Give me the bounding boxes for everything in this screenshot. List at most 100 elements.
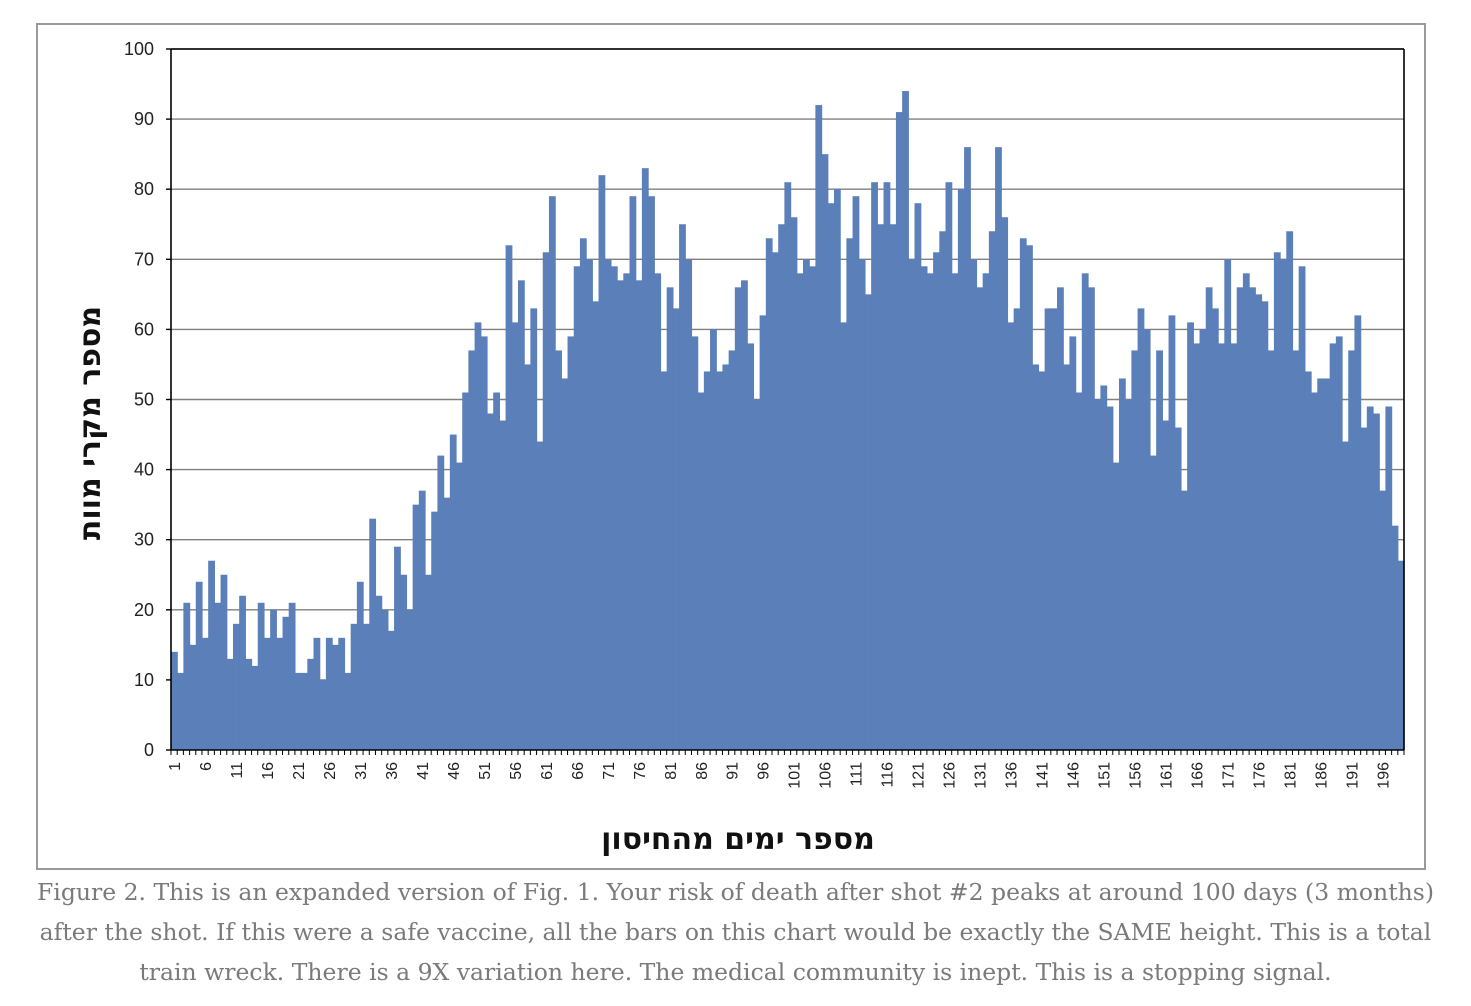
bar <box>1094 399 1101 750</box>
bar <box>1242 273 1250 750</box>
x-tick-label: 186 <box>1313 762 1330 789</box>
bar <box>517 280 525 750</box>
bar <box>201 637 209 750</box>
bar <box>375 595 383 750</box>
x-tick-label: 71 <box>601 762 618 780</box>
bar <box>1273 252 1281 751</box>
bar <box>933 252 940 751</box>
y-tick-label: 80 <box>134 179 154 199</box>
bar <box>443 497 451 750</box>
x-tick-label: 11 <box>229 762 246 779</box>
bar <box>511 322 519 750</box>
y-tick-label: 60 <box>134 319 154 339</box>
bar <box>394 546 401 750</box>
x-tick-label: 106 <box>818 762 835 789</box>
bar <box>387 630 395 750</box>
bar <box>641 168 649 751</box>
x-tick-label: 46 <box>446 762 463 780</box>
bar <box>1354 315 1362 750</box>
bar <box>821 154 829 750</box>
bar <box>524 364 531 750</box>
y-tick-label: 90 <box>134 109 154 129</box>
bar <box>604 259 612 750</box>
x-tick-label: 21 <box>291 762 308 780</box>
bar <box>920 266 928 750</box>
bar <box>294 672 302 750</box>
figure-caption: Figure 2. This is an expanded version of… <box>37 878 1434 986</box>
x-tick-label: 36 <box>384 762 401 780</box>
bar <box>976 287 984 750</box>
bar <box>1088 287 1095 750</box>
bar <box>957 189 965 750</box>
x-tick-label: 6 <box>198 762 215 771</box>
x-tick-label: 191 <box>1344 762 1361 789</box>
bar <box>567 336 575 750</box>
x-tick-label: 76 <box>632 762 649 780</box>
bar <box>964 147 971 750</box>
bar <box>1311 392 1318 750</box>
bar <box>660 371 668 750</box>
bar <box>741 280 748 750</box>
bar <box>840 322 847 750</box>
bar <box>1335 336 1343 750</box>
bar <box>1292 350 1300 750</box>
y-tick-label: 20 <box>134 600 154 620</box>
bar <box>1255 294 1263 750</box>
x-tick-label: 66 <box>570 762 587 780</box>
bar <box>685 259 693 750</box>
bar <box>635 280 643 750</box>
x-tick-labels: 1 6 11 16 21 26 31 36 41 46 51 56 61 66 71 76 81 86 91 96 10… <box>167 762 1392 789</box>
bar <box>561 378 569 750</box>
bar <box>1348 350 1356 750</box>
x-tick-label: 51 <box>477 762 494 780</box>
bar <box>1379 490 1387 750</box>
x-tick-label: 161 <box>1158 762 1175 789</box>
bar <box>189 644 197 750</box>
x-tick-label: 146 <box>1066 762 1083 789</box>
bar <box>809 266 816 750</box>
bar <box>877 224 885 750</box>
bar <box>951 273 959 750</box>
bar <box>1280 259 1287 750</box>
bar <box>982 273 990 750</box>
y-tick-labels: 0 10 20 30 40 50 60 70 80 90 100 <box>124 39 154 760</box>
x-tick-label: 56 <box>508 762 525 780</box>
bar <box>1385 406 1393 750</box>
bar <box>486 413 494 750</box>
bar <box>1013 308 1021 750</box>
bar <box>592 301 600 750</box>
bar <box>1174 427 1182 750</box>
x-axis-title: מספר ימים מהחיסון <box>601 822 875 857</box>
bar <box>480 336 488 750</box>
x-tick-label: 91 <box>725 762 742 780</box>
bar <box>381 609 389 750</box>
bar <box>1236 287 1244 750</box>
bar <box>400 574 408 750</box>
bar <box>728 350 736 750</box>
bar <box>858 259 866 750</box>
x-tick-label: 111 <box>849 762 866 786</box>
x-tick-label: 131 <box>973 762 990 789</box>
bar <box>1323 378 1331 750</box>
bar <box>802 259 810 750</box>
bar <box>889 224 897 750</box>
bar <box>1180 490 1188 750</box>
bar <box>1118 378 1126 750</box>
bar <box>245 658 253 750</box>
x-tick-label: 151 <box>1096 762 1113 789</box>
bar <box>610 266 618 750</box>
bar <box>710 329 717 750</box>
bar <box>177 672 184 750</box>
bar <box>753 399 761 750</box>
bar <box>183 602 191 750</box>
bar <box>765 238 773 750</box>
bar <box>276 637 284 750</box>
bar <box>759 315 767 750</box>
x-tick-label: 31 <box>353 762 370 780</box>
bar <box>1081 273 1089 750</box>
bar <box>505 245 513 750</box>
bar <box>1069 336 1077 750</box>
bar <box>257 602 265 750</box>
x-tick-label: 121 <box>911 762 928 789</box>
